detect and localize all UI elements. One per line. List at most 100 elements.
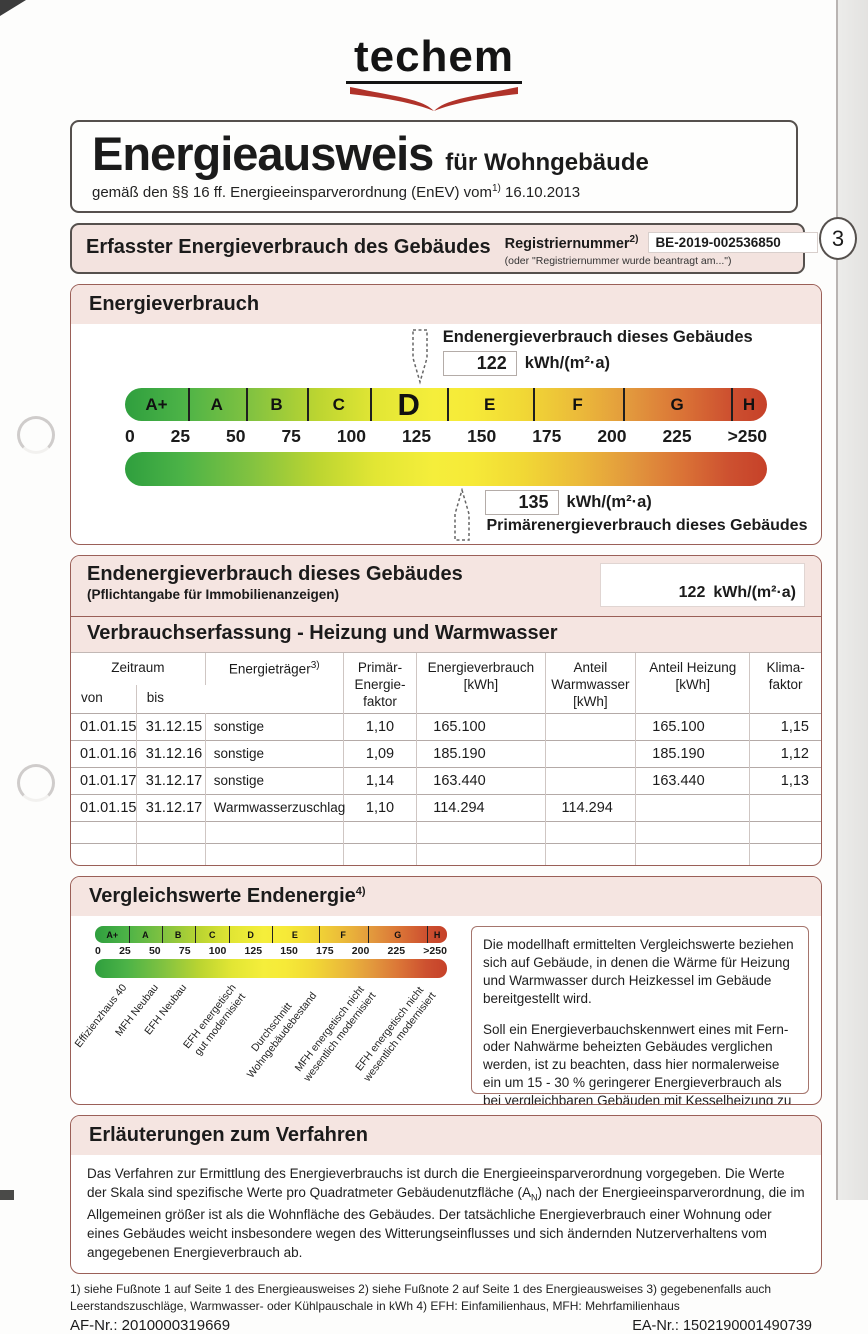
kennwert-title: Endenergieverbrauch dieses Gebäudes (87, 563, 463, 586)
page-edge-strip (838, 0, 868, 1200)
cell-bis: 31.12.15 (136, 713, 206, 741)
scale-class-letter: B (270, 394, 283, 414)
section-verbrauchserfassung: Endenergieverbrauch dieses Gebäudes (Pfl… (70, 555, 822, 867)
cell-von: 01.01.16 (71, 740, 137, 768)
cell-von: 01.01.17 (71, 767, 137, 795)
primaer-label: Primärenergieverbrauch dieses Gebäudes (486, 517, 808, 535)
logo-swoosh-icon (350, 87, 518, 112)
kennwert-value-box: 122 kWh/(m²·a) (600, 563, 805, 608)
cell-anteil-warmwasser: 114.294 (545, 794, 637, 822)
scale-class-letter: H (433, 929, 441, 940)
scale-tick: 100 (208, 945, 227, 958)
cell-bis: 31.12.16 (136, 740, 206, 768)
cell-primaerfaktor: 1,10 (343, 794, 418, 822)
cell-von: 01.01.15 (71, 713, 137, 741)
punch-hole (17, 764, 55, 802)
page-title: Energieausweis (92, 127, 434, 181)
col-von: von (71, 684, 137, 714)
kennwert-subtitle: (Pflichtangabe für Immobilienanzeigen) (87, 587, 340, 603)
title-box: Energieausweis für Wohngebäude gemäß den … (70, 120, 798, 214)
page-title-suffix: für Wohngebäude (445, 149, 649, 177)
scale-tick: 150 (280, 945, 298, 958)
section-vergleichswerte: Vergleichswerte Endenergie4) A+ A B C D … (70, 876, 822, 1106)
endenergie-label: Endenergieverbrauch dieses Gebäudes (442, 328, 753, 347)
cell-anteil-heizung: 185.190 (635, 740, 751, 768)
cell-energietraeger: sonstige (205, 713, 344, 741)
scale-tick: >250 (423, 945, 447, 958)
cell-bis: 31.12.17 (136, 794, 206, 822)
scale-class-letter: F (572, 394, 583, 414)
table-row: 01.01.16 31.12.16 sonstige 1,09 185.190 18… (71, 740, 821, 768)
cell-anteil-heizung (635, 794, 751, 822)
cell-primaerfaktor: 1,09 (343, 740, 418, 768)
cell-anteil-warmwasser (545, 767, 637, 795)
primaer-unit: kWh/(m²·a) (566, 493, 652, 512)
scale-class-letter: G (670, 394, 684, 414)
scale-class-letter: H (742, 394, 756, 414)
vergleich-paragraph: Die modellhaft ermittelten Vergleichswer… (483, 937, 794, 1006)
footnote-sup: 2) (629, 233, 639, 245)
scale-class-letter: F (340, 929, 346, 940)
cell-anteil-heizung: 163.440 (635, 767, 751, 795)
scale-tick: >250 (727, 426, 767, 447)
scale-tick: 175 (316, 945, 334, 958)
mini-class-band: A+ A B C D E F G H (95, 926, 447, 944)
col-zeitraum: Zeitraum (71, 653, 206, 685)
cell-klimafaktor: 1,13 (780, 772, 809, 789)
scale-tick: 225 (662, 426, 692, 447)
cell-bis: 31.12.17 (136, 767, 206, 795)
scale-tick: 100 (336, 426, 367, 447)
cell-energieverbrauch: 163.440 (416, 767, 546, 795)
scale-class-letter: A+ (106, 929, 119, 940)
scale-tick: 175 (532, 426, 562, 447)
section-title: Energieverbrauch (71, 285, 821, 325)
table-row: 01.01.15 31.12.17 Warmwasserzuschlag 1,10 … (71, 794, 821, 822)
scale-tick: 25 (170, 426, 191, 447)
scale-tick: 125 (401, 426, 432, 447)
scale-class-letter: B (174, 929, 182, 940)
cell-anteil-warmwasser (545, 713, 637, 741)
logo: techem (0, 0, 868, 114)
scale-class-letter-rating: D (397, 386, 420, 422)
arrow-up-icon (454, 488, 470, 541)
mini-scale-tick-row: 0 25 50 75 100 125 150 175 200 225 >250 (95, 943, 447, 959)
registriernummer-block: Registriernummer2) BE-2019-002536850 (od… (505, 232, 819, 267)
cell-von: 01.01.15 (71, 794, 137, 822)
subscript: N (530, 1193, 538, 1204)
registriernummer-note: (oder "Registriernummer wurde beantragt … (504, 255, 732, 268)
scan-corner-mark (0, 0, 26, 16)
cell-energietraeger: sonstige (205, 767, 344, 795)
col-bis: bis (146, 689, 165, 705)
scale-class-letter: D (247, 929, 254, 940)
scale-tick: 200 (351, 945, 370, 958)
mini-energy-scale: A+ A B C D E F G H 0 25 50 75 100 125 15… (72, 926, 447, 1104)
banner-title: Erfasster Energieverbrauch des Gebäudes (86, 236, 491, 259)
energy-class-band: A+ A B C D E F G H (125, 386, 767, 422)
cell-klimafaktor: 1,12 (780, 745, 809, 762)
col-anteil-heizung: Anteil Heizung [kWh] (635, 653, 751, 714)
scale-tick: 225 (387, 945, 406, 958)
scale-tick: 200 (597, 426, 627, 447)
vergleich-text-box: Die modellhaft ermittelten Vergleichswer… (471, 926, 809, 1104)
cell-anteil-heizung: 165.100 (635, 713, 751, 741)
cell-primaerfaktor: 1,10 (343, 713, 418, 741)
primaerenergie-annotation: 135 kWh/(m²·a) Primärenergieverbrauch di… (125, 488, 807, 544)
ea-nr: EA-Nr.: 1502190001490739 (632, 1317, 812, 1334)
footnotes: 1) siehe Fußnote 1 auf Seite 1 des Energ… (70, 1282, 772, 1314)
scan-corner-mark (0, 1190, 14, 1200)
footnote-sup: 4) (355, 885, 366, 898)
scale-gradient-bar (125, 452, 767, 487)
endenergie-annotation: Endenergieverbrauch dieses Gebäudes 122 … (125, 324, 767, 388)
arrow-down-icon (412, 329, 429, 385)
cell-klimafaktor (750, 794, 821, 821)
scale-class-letter: G (394, 929, 402, 940)
logo-text: techem (345, 33, 523, 85)
scale-tick: 50 (148, 945, 161, 958)
scale-tick: 75 (281, 426, 301, 447)
scale-tick: 25 (119, 945, 131, 958)
registriernummer-value: BE-2019-002536850 (648, 232, 819, 254)
scale-class-letter: E (291, 929, 298, 940)
footnote-sup: 1) (491, 183, 501, 195)
scale-class-letter: A+ (145, 394, 168, 414)
vergleich-label: EFH energetisch gut modernisiert (180, 982, 248, 1058)
